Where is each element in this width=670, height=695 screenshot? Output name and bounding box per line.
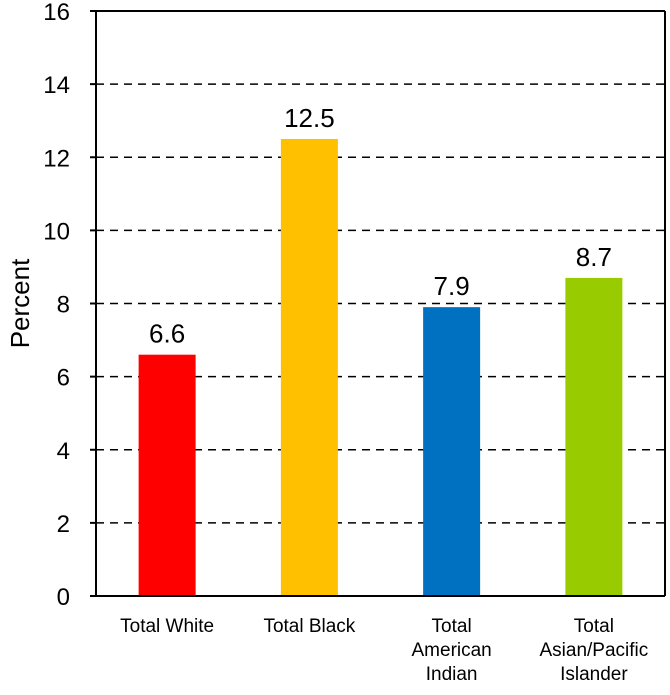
y-tick-label: 0: [57, 584, 70, 611]
y-tick-labels: 0 2 4 6 8 10 12 14 16: [43, 0, 70, 611]
y-tick-label: 10: [43, 218, 70, 245]
y-tick-label: 8: [57, 292, 70, 319]
y-tick-label: 6: [57, 365, 70, 392]
y-tick-label: 14: [43, 72, 70, 99]
category-label: American: [412, 640, 492, 661]
y-tick-label: 4: [57, 438, 70, 465]
data-labels: 6.6 12.5 7.9 8.7: [149, 103, 612, 349]
bar: [565, 277, 623, 596]
y-tick-label: 2: [57, 511, 70, 538]
y-tick-label: 16: [43, 0, 70, 26]
axes: [90, 10, 666, 597]
category-label: Total Black: [263, 616, 355, 637]
category-label: Total White: [120, 616, 214, 637]
category-labels: Total White Total Black Total American India…: [120, 616, 648, 685]
category-label: Islander: [560, 664, 628, 685]
category-label: Asian/Pacific: [539, 640, 648, 661]
category-label: Total: [432, 616, 472, 637]
data-label: 12.5: [284, 103, 335, 133]
y-axis-title: Percent: [5, 258, 35, 348]
bar: [138, 354, 196, 596]
bars: [138, 138, 623, 596]
y-tick-label: 12: [43, 145, 70, 172]
bar: [423, 307, 481, 596]
gridlines: [96, 83, 665, 524]
data-label: 8.7: [576, 242, 612, 272]
data-label: 7.9: [434, 271, 470, 301]
bar: [280, 138, 338, 596]
category-label: Indian: [426, 664, 478, 685]
category-label: Total: [574, 616, 614, 637]
data-label: 6.6: [149, 319, 185, 349]
